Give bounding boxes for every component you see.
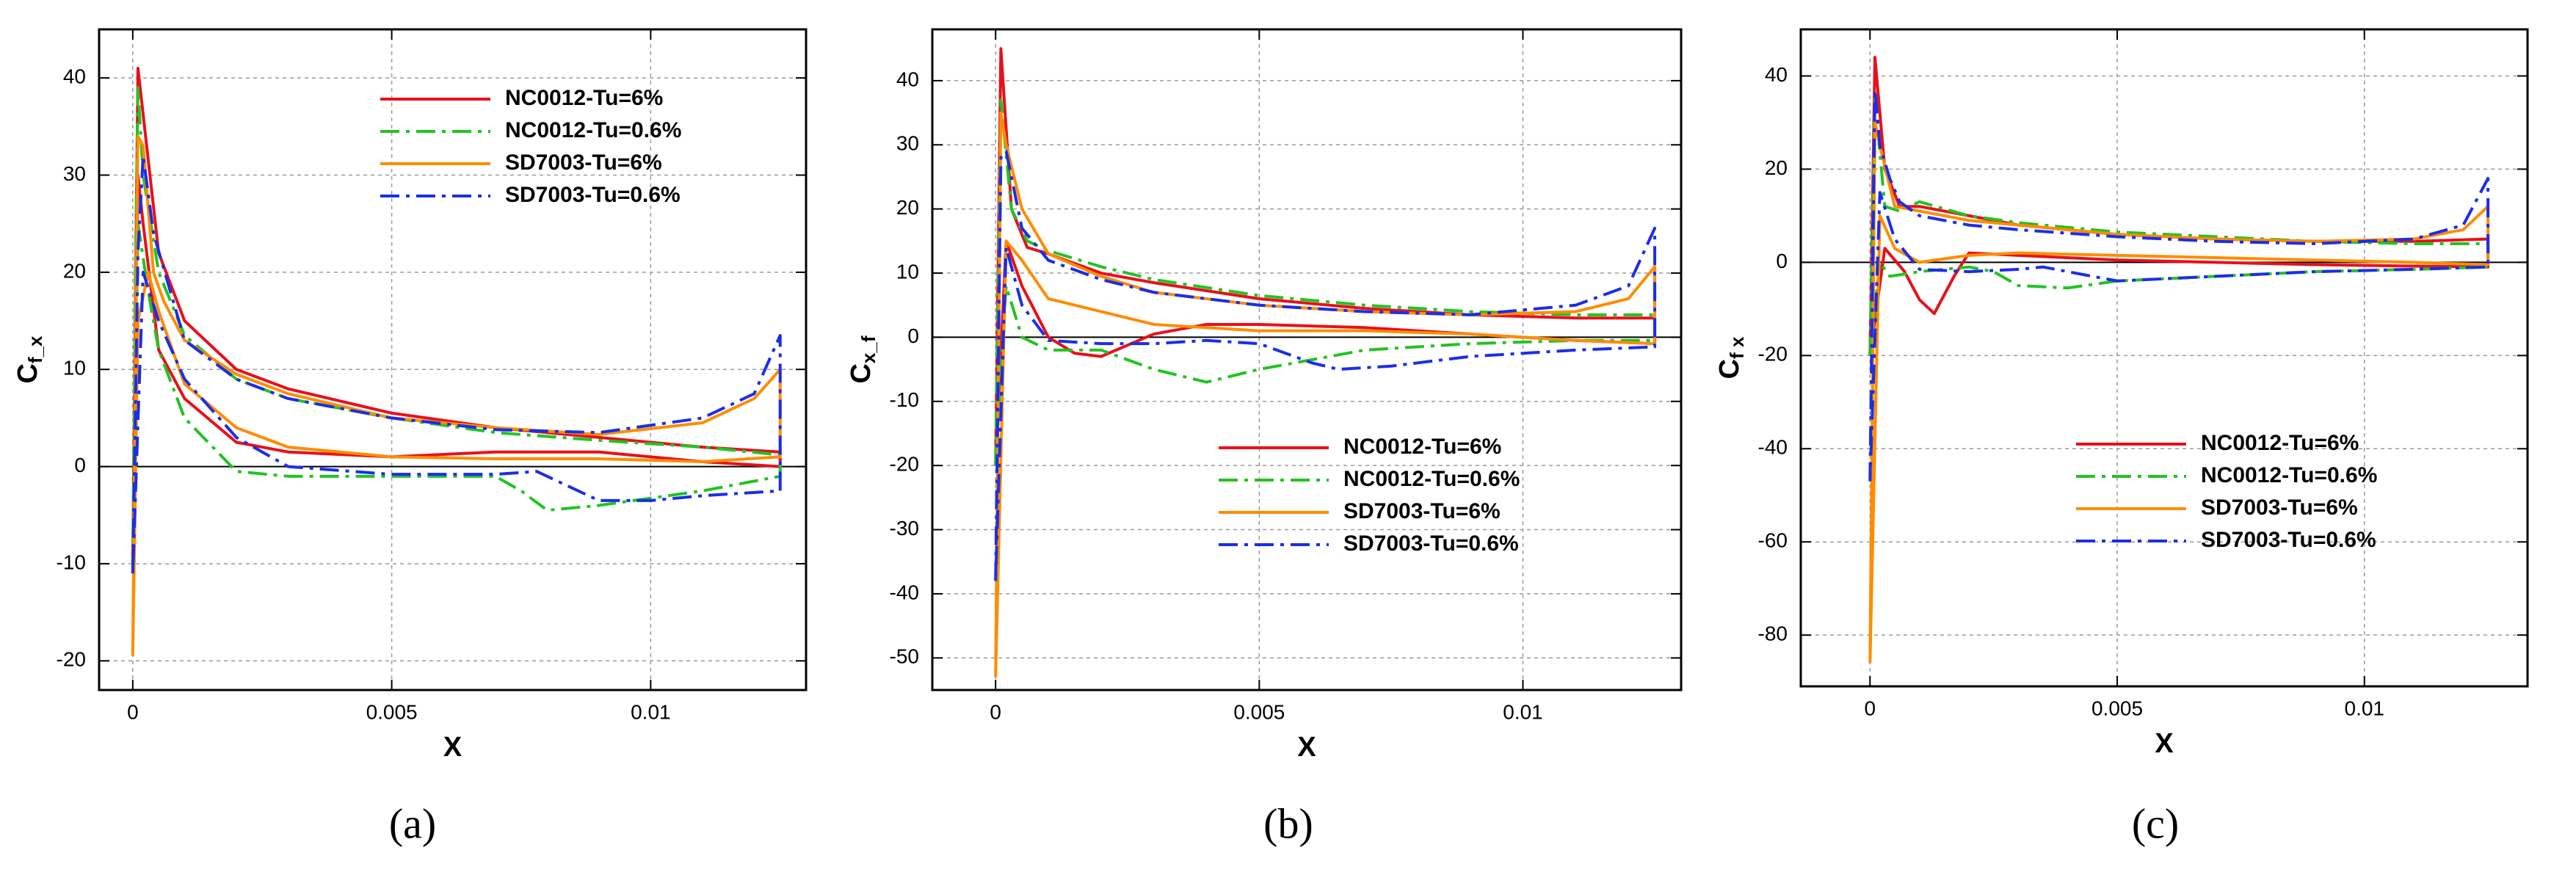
- series-line: [1868, 98, 2490, 356]
- y-tick-label: -60: [1758, 529, 1788, 552]
- plot-frame: [98, 28, 808, 691]
- legend-label: SD7003-Tu=6%: [505, 150, 662, 175]
- legend: NC0012-Tu=6% NC0012-Tu=0.6% SD7003-Tu=6% SD…: [2076, 431, 2377, 552]
- x-tick-label: 0.005: [2091, 697, 2143, 719]
- legend-label: NC0012-Tu=0.6%: [2201, 463, 2377, 487]
- y-tick-label: 20: [1765, 156, 1788, 179]
- y-tick-label: -10: [57, 551, 86, 573]
- y-tick-label: 0: [74, 454, 86, 476]
- panel-label: (b): [1263, 799, 1313, 847]
- y-tick-label: 40: [896, 68, 919, 90]
- y-axis-label: Cf x: [1714, 336, 1748, 379]
- y-axis-label: Cf_x: [12, 335, 46, 384]
- x-axis-label: X: [443, 732, 462, 763]
- y-axis-label-base: C: [1714, 359, 1745, 379]
- y-axis-label-sub: f x: [1726, 336, 1748, 359]
- panel-label: (a): [389, 799, 436, 847]
- y-axis-label-sub: x_f: [857, 335, 879, 363]
- x-axis-label: X: [2155, 728, 2174, 759]
- y-axis-label: Cx_f: [846, 335, 879, 383]
- y-tick-label: 20: [896, 196, 919, 219]
- y-tick-label: -20: [890, 453, 919, 476]
- y-tick-label: 10: [896, 260, 919, 283]
- y-axis-label-base: C: [846, 363, 877, 383]
- plot-lines: [131, 66, 782, 656]
- series-line: [1868, 56, 2490, 356]
- series-line: [131, 154, 782, 574]
- legend-label: SD7003-Tu=0.6%: [505, 183, 681, 207]
- y-tick-label: -10: [890, 388, 919, 411]
- legend-label: NC0012-Tu=0.6%: [1343, 467, 1520, 491]
- panel-label: (c): [2132, 799, 2179, 847]
- chart-panel: -20 -10 0 10 20 30 40 0 0.005 0.01 X Cf_x NC0012-Tu=…: [12, 28, 808, 847]
- y-tick-label: -80: [1758, 622, 1788, 645]
- y-axis-label-base: C: [12, 363, 43, 383]
- legend-label: SD7003-Tu=6%: [1343, 499, 1501, 523]
- series-line: [994, 150, 1657, 581]
- y-tick-label: -50: [890, 645, 919, 668]
- y-tick-label: 30: [63, 162, 86, 185]
- plot-lines: [994, 47, 1657, 678]
- legend-label: NC0012-Tu=6%: [1343, 435, 1501, 459]
- y-tick-label: 10: [63, 357, 86, 380]
- y-tick-label: 40: [1765, 63, 1788, 86]
- legend-label: SD7003-Tu=6%: [2201, 495, 2358, 520]
- legend: NC0012-Tu=6% NC0012-Tu=0.6% SD7003-Tu=6% SD…: [1219, 435, 1520, 556]
- y-tick-label: 40: [63, 65, 86, 88]
- series-line: [1868, 88, 2490, 482]
- y-tick-label: 0: [1776, 250, 1788, 272]
- legend-label: NC0012-Tu=0.6%: [505, 118, 681, 142]
- y-tick-label: -20: [1758, 343, 1788, 366]
- y-tick-label: -40: [890, 581, 919, 603]
- x-axis-label: X: [1297, 732, 1316, 763]
- y-tick-label: -20: [57, 648, 86, 671]
- y-tick-label: 30: [896, 132, 919, 155]
- legend-label: NC0012-Tu=6%: [505, 86, 663, 110]
- y-tick-label: 20: [63, 259, 86, 282]
- plot-frame: [1799, 28, 2529, 688]
- series-line: [131, 66, 782, 564]
- x-tick-label: 0.01: [2345, 697, 2385, 719]
- chart-panel: -50 -40 -30 -20 -10 0 10 20 30 40 0 0.005 0.01 X Cx_f N…: [846, 28, 1683, 847]
- series-line: [1868, 120, 2490, 664]
- legend-label: SD7003-Tu=0.6%: [1343, 531, 1519, 556]
- legend: NC0012-Tu=6% NC0012-Tu=0.6% SD7003-Tu=6% SD…: [380, 86, 681, 207]
- series-line: [994, 111, 1657, 678]
- y-axis-label-sub: f_x: [24, 335, 46, 363]
- series-line: [131, 86, 782, 574]
- y-tick-label: -30: [890, 517, 919, 540]
- plot-frame: [931, 28, 1683, 691]
- y-tick-label: -40: [1758, 436, 1788, 459]
- x-tick-label: 0.005: [366, 700, 418, 723]
- x-tick-label: 0.01: [631, 700, 671, 723]
- series-line: [994, 98, 1657, 466]
- x-tick-label: 0.01: [1503, 700, 1543, 723]
- series-line: [994, 47, 1657, 466]
- x-tick-label: 0.005: [1233, 700, 1285, 723]
- series-line: [131, 134, 782, 656]
- x-tick-label: 0: [127, 700, 139, 723]
- y-tick-label: 0: [907, 324, 919, 347]
- plot-lines: [1868, 56, 2490, 664]
- x-tick-label: 0: [1864, 697, 1876, 719]
- x-tick-label: 0: [990, 700, 1001, 723]
- legend-label: SD7003-Tu=0.6%: [2201, 528, 2376, 552]
- chart-panel: -80 -60 -40 -20 0 20 40 0 0.005 0.01 X Cf x NC0012-T…: [1714, 28, 2529, 847]
- legend-label: NC0012-Tu=6%: [2201, 431, 2359, 455]
